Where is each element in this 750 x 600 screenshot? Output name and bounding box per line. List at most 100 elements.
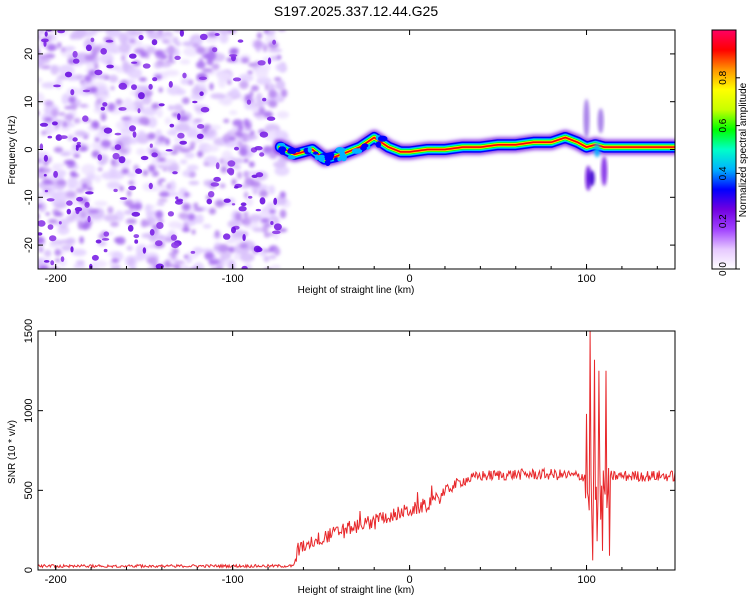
noise-blob [28, 116, 38, 123]
signal-jitter-blob [287, 155, 296, 160]
noise-blob [219, 158, 224, 165]
noise-blob [77, 220, 84, 230]
x-tick-label: -100 [222, 273, 244, 285]
noise-blob [162, 167, 168, 172]
x-tick-label: 100 [577, 574, 595, 586]
signal-jitter-blob [287, 149, 297, 154]
noise-blob [62, 121, 68, 128]
noise-blob [190, 267, 200, 269]
noise-blob [233, 253, 241, 261]
colorbar-tick-label: 0.2 [718, 214, 729, 228]
noise-blob [189, 145, 195, 151]
noise-blob [38, 92, 45, 104]
noise-blob [158, 30, 163, 36]
noise-blob [68, 96, 76, 103]
noise-blob [199, 76, 207, 81]
noise-blob [54, 258, 61, 263]
noise-blob [105, 39, 114, 43]
noise-blob [149, 256, 158, 266]
y-tick-label: 500 [23, 481, 35, 499]
noise-blob [60, 47, 66, 53]
noise-blob [115, 236, 126, 245]
noise-blob [262, 44, 268, 53]
noise-blob [197, 124, 205, 129]
noise-blob [76, 196, 84, 202]
noise-blob [219, 183, 226, 189]
noise-blob [272, 39, 276, 45]
noise-blob [48, 243, 62, 249]
noise-blob [49, 235, 57, 242]
noise-blob [201, 68, 213, 73]
signal-jitter-blob [339, 151, 346, 159]
noise-blob [38, 232, 43, 236]
noise-blob [168, 252, 175, 256]
noise-blob [274, 165, 290, 176]
noise-blob [137, 108, 141, 114]
noise-blob [129, 125, 136, 132]
signal-jitter-blob [337, 157, 342, 162]
noise-blob [118, 107, 127, 111]
noise-blob [53, 211, 64, 217]
noise-blob [250, 180, 261, 188]
noise-blob [38, 213, 40, 220]
noise-blob [177, 113, 181, 121]
noise-blob [179, 30, 184, 37]
noise-blob [94, 69, 103, 76]
noise-blob [53, 170, 58, 178]
noise-blob [182, 203, 191, 211]
noise-blob [279, 191, 286, 199]
noise-blob [46, 156, 52, 163]
x-tick-label: -200 [45, 574, 67, 586]
noise-blob [231, 226, 236, 234]
noise-blob [45, 212, 50, 216]
noise-blob [269, 209, 276, 214]
noise-blob [88, 209, 100, 214]
noise-blob [270, 30, 277, 31]
noise-blob [144, 204, 152, 213]
noise-blob [142, 169, 149, 177]
noise-blob [234, 212, 242, 222]
noise-blob [156, 108, 163, 118]
noise-blob [75, 260, 85, 265]
snr-frame [37, 330, 676, 571]
noise-blob [44, 100, 54, 107]
noise-blob [121, 168, 130, 175]
noise-blob [59, 122, 76, 128]
noise-blob [138, 77, 147, 82]
noise-blob [156, 201, 165, 206]
noise-blob [213, 176, 221, 182]
noise-blob [94, 200, 108, 207]
noise-blob [152, 170, 160, 177]
noise-blob [53, 84, 61, 88]
noise-blob [91, 120, 100, 129]
noise-blob [158, 103, 165, 107]
noise-blob [221, 150, 233, 162]
noise-blob [63, 25, 72, 29]
noise-blob [243, 158, 249, 163]
noise-blob [54, 248, 62, 257]
noise-blob [129, 53, 137, 59]
noise-blob [233, 186, 239, 189]
noise-blob [57, 42, 62, 48]
spectrogram-x-label: Height of straight line (km) [298, 285, 415, 296]
noise-blob [180, 79, 191, 85]
noise-blob [135, 251, 146, 262]
disturbance-blob [597, 108, 604, 134]
noise-blob [268, 41, 279, 50]
noise-blob [137, 130, 145, 137]
noise-blob [125, 218, 137, 225]
noise-blob [262, 224, 269, 234]
noise-blob [156, 60, 165, 65]
noise-blob [169, 180, 177, 192]
noise-blob [110, 221, 119, 228]
noise-blob [252, 188, 259, 195]
noise-blob [238, 147, 248, 157]
noise-blob [43, 40, 47, 47]
noise-blob [107, 102, 116, 112]
noise-blob [220, 251, 232, 260]
noise-blob [69, 170, 77, 177]
noise-blob [126, 172, 137, 178]
disturbance-blob [601, 156, 608, 186]
snr-y-label: SNR (10 * v/v) [7, 420, 18, 484]
figure-title: S197.2025.337.12.44.G25 [274, 3, 438, 19]
